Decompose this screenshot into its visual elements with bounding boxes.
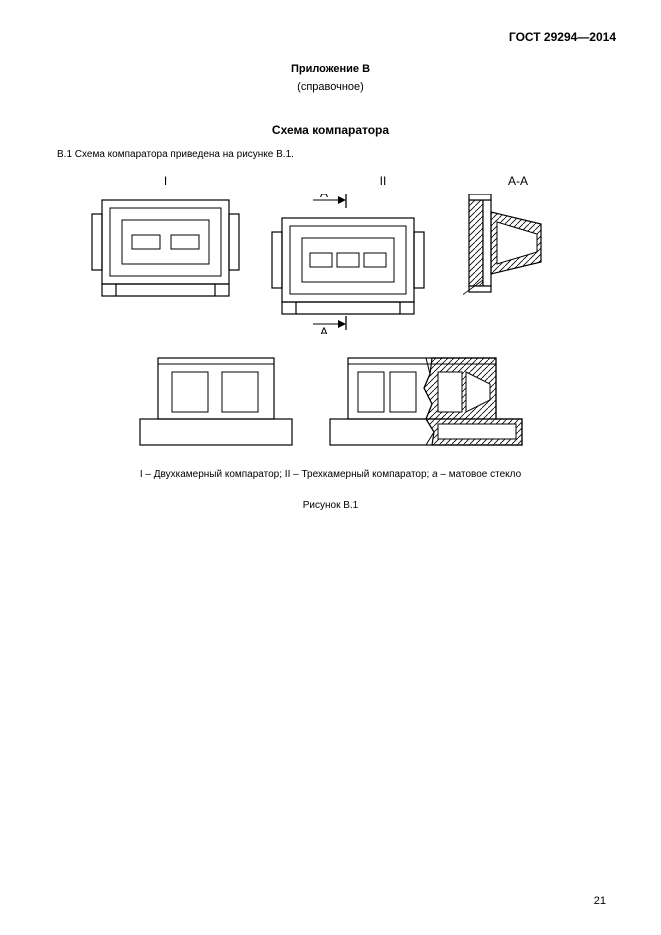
figure-II-top: II А <box>268 174 438 334</box>
svg-I-front <box>136 354 296 449</box>
svg-AA: а <box>463 194 573 314</box>
page-number: 21 <box>594 895 606 907</box>
label-I: I <box>164 174 167 188</box>
appendix-title: Приложение В <box>45 62 616 76</box>
figure-legend: I – Двухкамерный компаратор; II – Трехка… <box>45 469 616 480</box>
arrow-A-top-label: А <box>320 194 328 200</box>
body-paragraph: В.1 Схема компаратора приведена на рисун… <box>45 149 616 160</box>
figure-row-top: I <box>45 174 616 334</box>
figure-row-front <box>45 354 616 449</box>
legend-text-2: – матовое стекло <box>438 469 522 480</box>
figure-II-front <box>326 354 526 449</box>
appendix-subtitle: (справочное) <box>45 80 616 94</box>
svg-I-top <box>88 194 243 304</box>
label-II: II <box>320 174 387 188</box>
label-AA: А-А <box>508 174 528 188</box>
svg-II-top: А <box>268 194 438 334</box>
figure-caption: Рисунок В.1 <box>45 500 616 511</box>
figure-I-top: I <box>88 174 243 334</box>
legend-text-1: I – Двухкамерный компаратор; II – Трехка… <box>140 469 432 480</box>
figure-section-AA: А-А <box>463 174 573 334</box>
svg-II-front <box>326 354 526 449</box>
arrow-A-bottom-label: А <box>320 325 328 334</box>
section-title: Схема компаратора <box>45 123 616 137</box>
doc-header: ГОСТ 29294—2014 <box>45 30 616 44</box>
page: ГОСТ 29294—2014 Приложение В (справочное… <box>0 0 661 935</box>
appendix-block: Приложение В (справочное) <box>45 62 616 95</box>
figure-I-front <box>136 354 296 449</box>
